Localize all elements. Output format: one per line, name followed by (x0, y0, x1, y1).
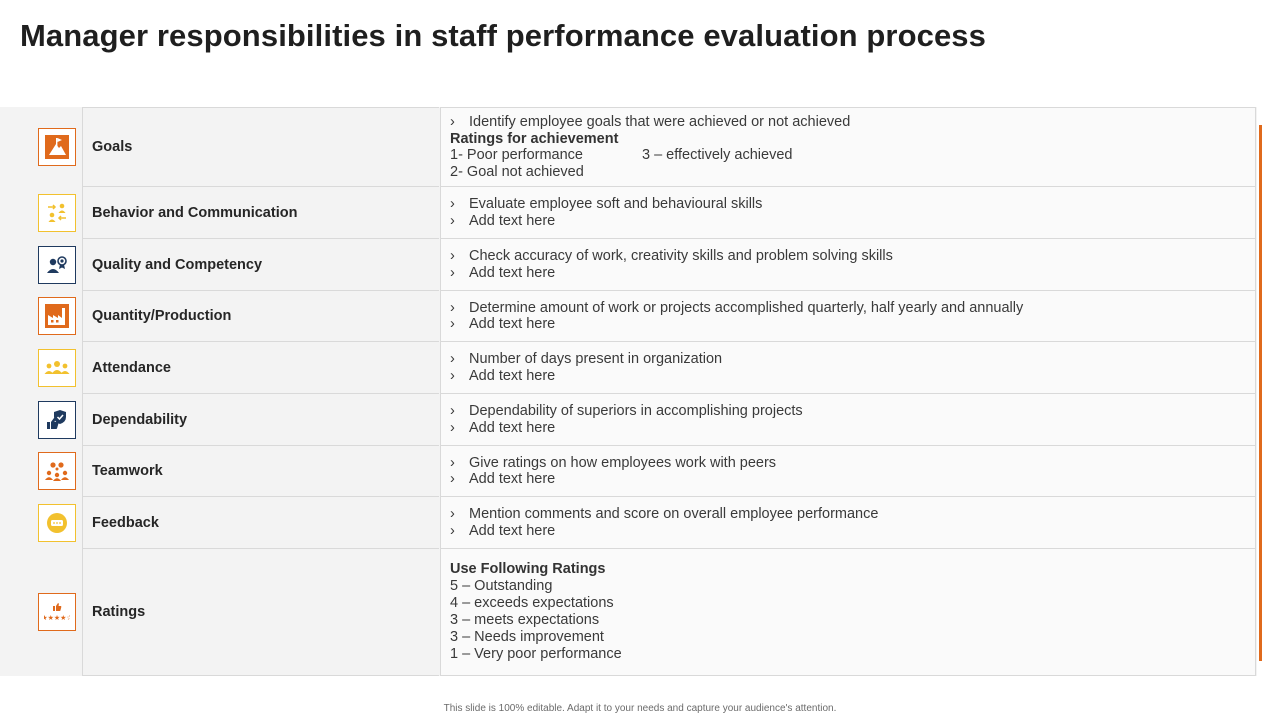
bullet-item: › Identify employee goals that were achi… (450, 114, 851, 130)
table-row-quantity: Quantity/Production › Determine amount of… (0, 291, 1257, 342)
ratings-line: 1- Poor performance 3 – effectively achi… (450, 147, 793, 163)
chevron-bullet-icon: › (450, 264, 455, 281)
table-row-attendance: Attendance › Number of days present in or… (0, 342, 1257, 394)
table-row-behavior: Behavior and Communication › Evaluate emp… (0, 187, 1257, 239)
thumbs-stars-icon: ★★★★☆ (38, 593, 76, 631)
ratings-heading: Ratings for achievement (450, 130, 619, 147)
row-label: Behavior and Communication (82, 187, 439, 239)
bullet-item: › Add text here (450, 212, 556, 229)
ratings-heading: Use Following Ratings (450, 561, 606, 577)
bullet-item: › Dependability of superiors in accomplis… (450, 403, 803, 419)
table-row-quality: Quality and Competency › Check accuracy o… (0, 239, 1257, 291)
chevron-bullet-icon: › (450, 471, 455, 487)
chevron-bullet-icon: › (450, 196, 455, 212)
chevron-bullet-icon: › (450, 454, 455, 471)
row-label: Teamwork (82, 446, 439, 497)
chevron-bullet-icon: › (450, 248, 455, 264)
row-description: › Dependability of superiors in accomplis… (440, 394, 1256, 446)
bullet-item: › Add text here (450, 419, 556, 436)
chevron-bullet-icon: › (450, 212, 455, 229)
chevron-bullet-icon: › (450, 522, 455, 539)
bullet-item: › Mention comments and score on overall e… (450, 506, 879, 522)
chat-bubble-icon (38, 504, 76, 542)
thumbs-shield-icon (38, 401, 76, 439)
footer-note: This slide is 100% editable. Adapt it to… (443, 703, 837, 714)
people-exchange-icon (38, 194, 76, 232)
chevron-bullet-icon: › (450, 351, 455, 367)
bullet-item: › Add text here (450, 471, 556, 487)
row-label: Ratings (82, 549, 439, 676)
person-award-icon (38, 246, 76, 284)
rating-line: 5 – Outstanding (450, 578, 553, 594)
group-icon (38, 349, 76, 387)
row-label: Goals (82, 107, 439, 187)
row-description: › Check accuracy of work, creativity skil… (440, 239, 1256, 291)
bullet-item: › Check accuracy of work, creativity skil… (450, 248, 893, 264)
factory-icon (38, 297, 76, 335)
bullet-item: › Add text here (450, 264, 556, 281)
rating-line: 4 – exceeds expectations (450, 595, 614, 611)
table-row-feedback: Feedback › Mention comments and score on … (0, 497, 1257, 549)
bullet-item: › Determine amount of work or projects ac… (450, 299, 1024, 316)
table-row-dependability: Dependability › Dependability of superior… (0, 394, 1257, 446)
bullet-item: › Add text here (450, 522, 556, 539)
row-description: › Give ratings on how employees work with… (440, 446, 1256, 497)
page-title: Manager responsibilities in staff perfor… (20, 18, 986, 53)
rating-line: 1 – Very poor performance (450, 646, 622, 662)
row-description: › Number of days present in organization … (440, 342, 1256, 394)
bullet-item: › Add text here (450, 367, 556, 384)
row-label: Quantity/Production (82, 291, 439, 342)
rating-line: 3 – Needs improvement (450, 629, 604, 645)
table-row-teamwork: Teamwork › Give ratings on how employees … (0, 446, 1257, 497)
bullet-item: › Give ratings on how employees work with… (450, 454, 777, 471)
chevron-bullet-icon: › (450, 299, 455, 316)
flag-mountain-icon (38, 128, 76, 166)
row-label: Dependability (82, 394, 439, 446)
evaluation-table: Goals › Identify employee goals that wer… (0, 107, 1257, 676)
ratings-line: 2- Goal not achieved (450, 163, 584, 180)
chevron-bullet-icon: › (450, 367, 455, 384)
chevron-bullet-icon: › (450, 506, 455, 522)
bullet-item: › Evaluate employee soft and behavioural … (450, 196, 763, 212)
bullet-item: › Number of days present in organization (450, 351, 723, 367)
rating-line: 3 – meets expectations (450, 612, 600, 628)
row-description: › Evaluate employee soft and behavioural … (440, 187, 1256, 239)
chevron-bullet-icon: › (450, 419, 455, 436)
row-label: Attendance (82, 342, 439, 394)
chevron-bullet-icon: › (450, 114, 455, 130)
accent-bar (1259, 125, 1262, 661)
table-row-ratings: ★★★★☆ Ratings Use Following Ratings 5 – … (0, 549, 1257, 676)
bullet-item: › Add text here (450, 316, 556, 332)
row-description: Use Following Ratings 5 – Outstanding 4 … (440, 549, 1256, 676)
team-gears-icon (38, 452, 76, 490)
row-label: Quality and Competency (82, 239, 439, 291)
row-description: › Identify employee goals that were achi… (440, 107, 1256, 187)
chevron-bullet-icon: › (450, 316, 455, 332)
svg-text:★★★★☆: ★★★★☆ (44, 614, 70, 622)
chevron-bullet-icon: › (450, 403, 455, 419)
table-row-goals: Goals › Identify employee goals that wer… (0, 107, 1257, 187)
row-description: › Mention comments and score on overall e… (440, 497, 1256, 549)
row-label: Feedback (82, 497, 439, 549)
row-description: › Determine amount of work or projects ac… (440, 291, 1256, 342)
